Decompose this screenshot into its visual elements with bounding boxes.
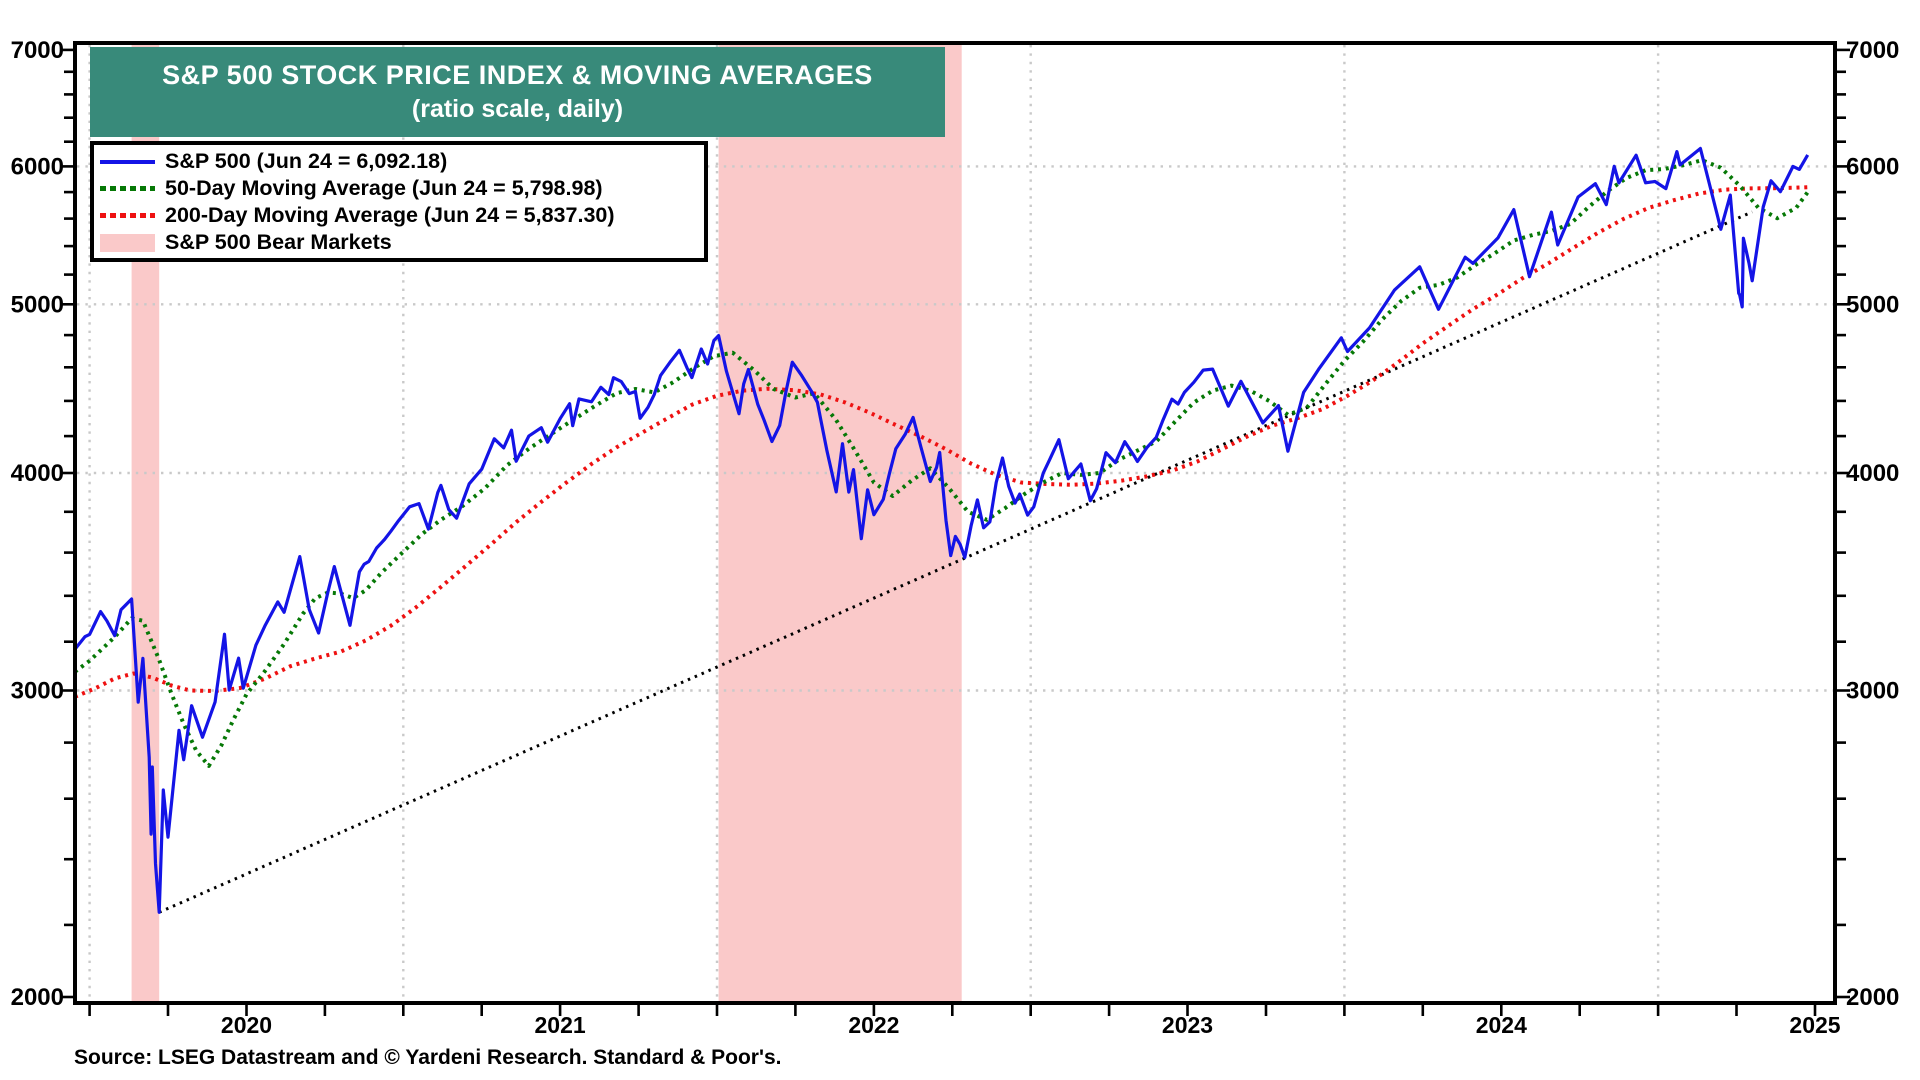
y-axis-label-left: 3000 bbox=[11, 678, 64, 705]
ma50-line-swatch bbox=[100, 186, 155, 191]
y-axis-label-right: 3000 bbox=[1846, 678, 1899, 705]
chart-subtitle: (ratio scale, daily) bbox=[411, 95, 624, 123]
y-axis-label-left: 5000 bbox=[11, 291, 64, 318]
legend-item-ma50: 50-Day Moving Average (Jun 24 = 5,798.98… bbox=[100, 175, 704, 202]
y-axis-label-right: 6000 bbox=[1846, 153, 1899, 180]
chart-title: S&P 500 STOCK PRICE INDEX & MOVING AVERA… bbox=[162, 60, 873, 90]
x-axis-year-label: 2021 bbox=[535, 1012, 586, 1038]
ma200-line bbox=[74, 185, 1808, 699]
legend-item-ma200: 200-Day Moving Average (Jun 24 = 5,837.3… bbox=[100, 202, 704, 229]
legend-label-ma200: 200-Day Moving Average (Jun 24 = 5,837.3… bbox=[165, 203, 615, 227]
plot-frame bbox=[73, 41, 1837, 1005]
ma200-line-swatch bbox=[100, 213, 155, 218]
legend-item-bear-markets: S&P 500 Bear Markets bbox=[100, 229, 704, 256]
y-axis-label-right: 7000 bbox=[1846, 37, 1899, 64]
x-axis-year-label: 2025 bbox=[1789, 1012, 1840, 1038]
y-axis-label-left: 7000 bbox=[11, 37, 64, 64]
y-axis-label-left: 4000 bbox=[11, 460, 64, 487]
y-axis-label-left: 2000 bbox=[11, 984, 64, 1011]
y-axis-label-right: 2000 bbox=[1846, 984, 1899, 1011]
x-axis-year-label: 2022 bbox=[848, 1012, 899, 1038]
y-axis-label-right: 5000 bbox=[1846, 291, 1899, 318]
trend-line bbox=[158, 210, 1753, 914]
legend: S&P 500 (Jun 24 = 6,092.18) 50-Day Movin… bbox=[90, 141, 708, 262]
bear-market-swatch bbox=[100, 233, 155, 252]
x-axis-year-label: 2020 bbox=[221, 1012, 272, 1038]
y-axis-label-right: 4000 bbox=[1846, 460, 1899, 487]
y-axis-label-left: 6000 bbox=[11, 153, 64, 180]
legend-label-bear-markets: S&P 500 Bear Markets bbox=[165, 230, 392, 254]
bear-market-band bbox=[718, 45, 962, 1001]
ma50-line bbox=[73, 158, 1810, 768]
x-axis-year-label: 2023 bbox=[1162, 1012, 1213, 1038]
x-axis-year-label: 2024 bbox=[1476, 1012, 1527, 1038]
legend-label-ma50: 50-Day Moving Average (Jun 24 = 5,798.98… bbox=[165, 176, 603, 200]
sp500-line-swatch bbox=[100, 159, 155, 164]
legend-item-sp500: S&P 500 (Jun 24 = 6,092.18) bbox=[100, 148, 704, 175]
sp500-line bbox=[73, 146, 1810, 914]
legend-label-sp500: S&P 500 (Jun 24 = 6,092.18) bbox=[165, 149, 448, 173]
source-note: Source: LSEG Datastream and © Yardeni Re… bbox=[74, 1046, 782, 1069]
chart-title-box: S&P 500 STOCK PRICE INDEX & MOVING AVERA… bbox=[90, 47, 945, 137]
